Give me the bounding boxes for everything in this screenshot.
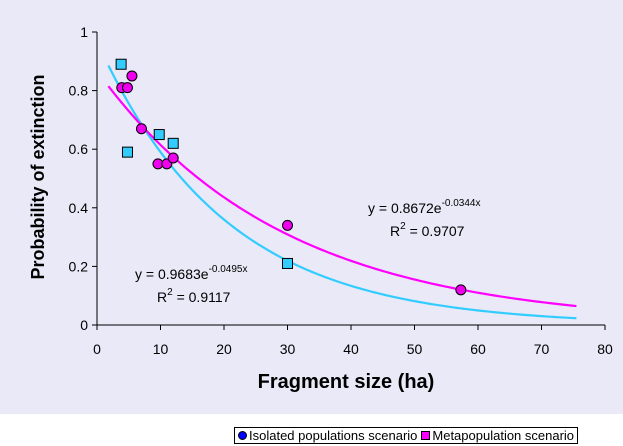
tick-labels: 0 10 20 30 40 50 60 70 80 0 0.2 0.4 0.6 0.8 1 — [69, 24, 613, 357]
legend-marker-isolated — [238, 431, 247, 440]
legend-marker-metapopulation — [421, 431, 431, 440]
isolated-data-point — [282, 257, 293, 269]
fit-curves — [107, 64, 577, 320]
metapopulation-data-point — [455, 284, 467, 296]
metapopulation-r2-value: = 0.9707 — [406, 223, 465, 239]
isolated-r2-sup: 2 — [167, 287, 173, 298]
isolated-data-point — [121, 146, 133, 158]
legend-item-metapopulation: Metapopulation scenario — [421, 428, 574, 443]
metapopulation-data-point — [135, 123, 147, 135]
y-axis-title: Probability of extinction — [28, 74, 48, 279]
metapopulation-data-point — [121, 82, 133, 94]
isolated-data-point — [153, 129, 165, 141]
isolated-data-point — [167, 137, 179, 149]
x-tick-label: 40 — [343, 341, 359, 357]
x-tick-label: 20 — [216, 341, 232, 357]
data-points — [115, 58, 467, 296]
legend-label-isolated: Isolated populations scenario — [249, 428, 418, 443]
metapopulation-r2: R2 = 0.9707 — [390, 221, 465, 239]
isolated-equation: y = 0.9683e-0.0495x — [135, 264, 247, 282]
isolated-r2: R2 = 0.9117 — [157, 287, 231, 305]
y-tick-label: 0 — [80, 317, 88, 333]
metapopulation-fit-curve — [107, 85, 577, 308]
isolated-r2-label: R — [157, 289, 167, 305]
y-tick-label: 0.4 — [69, 200, 89, 216]
legend: Isolated populations scenario Metapopula… — [234, 427, 579, 444]
x-tick-label: 80 — [597, 341, 613, 357]
x-tick-label: 50 — [407, 341, 423, 357]
x-tick-label: 0 — [93, 341, 101, 357]
isolated-r2-value: = 0.9117 — [173, 289, 231, 305]
x-tick-label: 60 — [470, 341, 486, 357]
x-tick-label: 70 — [534, 341, 550, 357]
isolated-equation-exponent: -0.0495x — [209, 264, 248, 275]
x-axis-title: Fragment size (ha) — [258, 371, 435, 393]
chart: 0 10 20 30 40 50 60 70 80 0 0.2 0.4 0.6 0.8 1 Fragment… — [28, 24, 613, 393]
chart-panel: 0 10 20 30 40 50 60 70 80 0 0.2 0.4 0.6 0.8 1 Fragment… — [0, 0, 623, 414]
x-tick-label: 30 — [280, 341, 296, 357]
y-tick-label: 1 — [80, 24, 88, 40]
isolated-equation-base: y = 0.9683e — [135, 266, 209, 282]
metapopulation-r2-sup: 2 — [400, 221, 406, 232]
metapopulation-data-point — [126, 70, 138, 82]
metapopulation-equation-base: y = 0.8672e — [368, 200, 442, 216]
axes — [92, 31, 606, 330]
metapopulation-equation-exponent: -0.0344x — [442, 198, 481, 209]
legend-label-metapopulation: Metapopulation scenario — [432, 428, 575, 443]
metapopulation-r2-label: R — [390, 223, 400, 239]
y-tick-label: 0.6 — [69, 141, 89, 157]
metapopulation-data-point — [167, 152, 179, 164]
metapopulation-data-point — [282, 219, 293, 231]
y-tick-label: 0.2 — [69, 258, 89, 274]
legend-item-isolated: Isolated populations scenario — [238, 428, 417, 443]
isolated-fit-curve — [107, 64, 577, 320]
metapopulation-equation: y = 0.8672e-0.0344x — [368, 198, 480, 216]
x-tick-label: 10 — [153, 341, 169, 357]
y-tick-label: 0.8 — [69, 83, 89, 99]
isolated-data-point — [115, 58, 127, 70]
